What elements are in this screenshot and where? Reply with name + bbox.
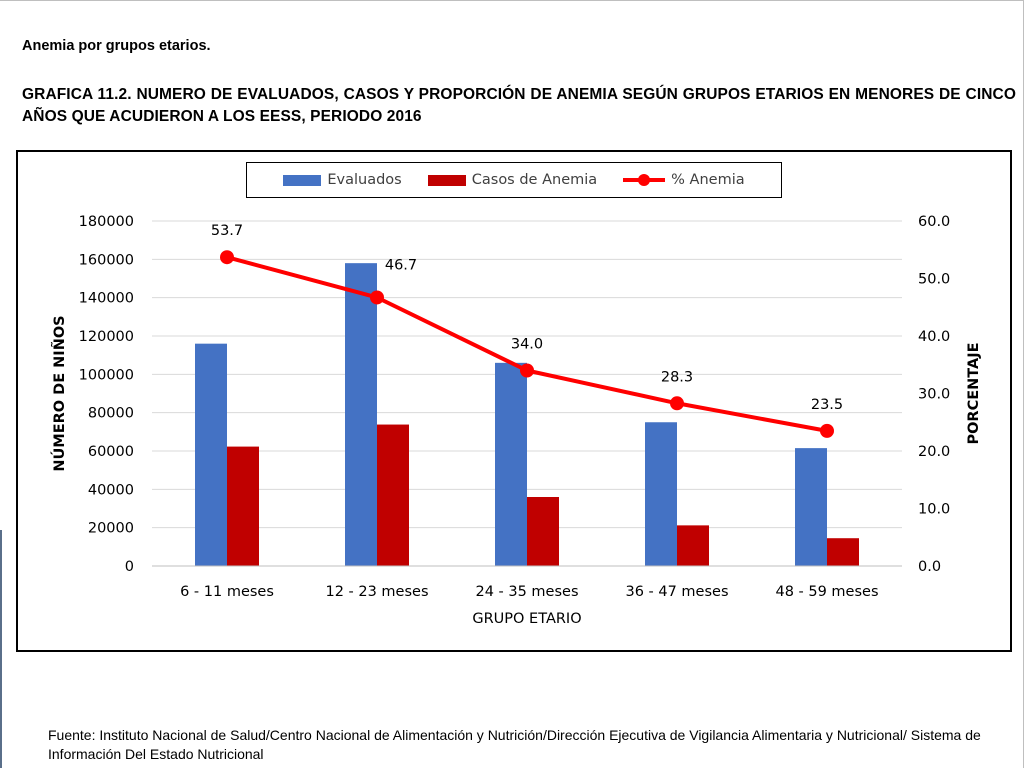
data-label-anemia: 53.7 [211,223,243,239]
section-heading: Anemia por grupos etarios. [22,38,211,54]
data-label-anemia: 46.7 [385,257,417,273]
y-tick-label: 60000 [88,444,134,460]
legend-item-evaluados: Evaluados [283,172,402,188]
y-tick-label: 120000 [79,329,134,345]
source-note: Fuente: Instituto Nacional de Salud/Cent… [48,727,981,762]
y2-tick-label: 60.0 [918,214,950,230]
point-anemia [820,423,834,438]
bar-evaluados [795,448,827,566]
y-tick-label: 140000 [79,291,134,307]
x-tick-label: 36 - 47 meses [625,584,728,600]
point-anemia [370,290,384,305]
legend-swatch-casos [427,174,466,186]
bar-casos-anemia [377,424,409,566]
bar-casos-anemia [227,446,259,566]
y2-tick-label: 0.0 [918,559,941,575]
point-anemia [670,396,684,411]
y2-tick-label: 50.0 [918,272,950,288]
y-tick-label: 160000 [79,252,134,268]
legend-item-anemia: % Anemia [623,172,745,188]
combo-chart: 0 20000 40000 60000 80000 100000 120000 140000 1… [50,214,982,627]
x-axis-title: GRUPO ETARIO [472,611,581,627]
left-edge-line [0,530,2,768]
y2-tick-label: 40.0 [918,329,950,345]
x-tick-label: 24 - 35 meses [475,584,578,600]
data-label-anemia: 23.5 [811,397,843,413]
top-border-line [0,0,1024,1]
y-tick-label: 40000 [88,482,134,498]
bar-evaluados [195,343,227,566]
legend-label-anemia: % Anemia [671,172,745,188]
legend-label-casos: Casos de Anemia [471,172,598,188]
legend-swatch-anemia [623,174,666,186]
bar-casos-anemia [827,538,859,566]
y-tick-label: 0 [125,559,134,575]
legend-swatch-evaluados [283,174,322,186]
legend-label-evaluados: Evaluados [327,172,402,188]
y2-tick-label: 30.0 [918,387,950,403]
chart-legend: Evaluados Casos de Anemia % Anemia [246,162,782,198]
data-label-anemia: 34.0 [511,337,543,353]
y-axis-title: NÚMERO DE NIÑOS [50,315,68,471]
y-tick-label: 20000 [88,521,134,537]
x-tick-label: 6 - 11 meses [180,584,274,600]
legend-item-casos: Casos de Anemia [427,172,598,188]
data-label-anemia: 28.3 [661,369,693,385]
y-tick-label: 180000 [79,214,134,230]
y2-tick-label: 20.0 [918,444,950,460]
point-anemia [520,363,534,378]
point-anemia [220,250,234,265]
x-tick-label: 48 - 59 meses [775,584,878,600]
bar-casos-anemia [677,525,709,566]
chart-title: GRAFICA 11.2. NUMERO DE EVALUADOS, CASOS… [22,86,1016,125]
bar-evaluados [645,422,677,566]
y2-axis-title: PORCENTAJE [966,342,982,444]
bar-evaluados [345,263,377,566]
y-tick-label: 100000 [79,367,134,383]
y2-tick-label: 10.0 [918,502,950,518]
bar-casos-anemia [527,497,559,566]
x-tick-label: 12 - 23 meses [325,584,428,600]
y-tick-label: 80000 [88,406,134,422]
bar-evaluados [495,362,527,566]
